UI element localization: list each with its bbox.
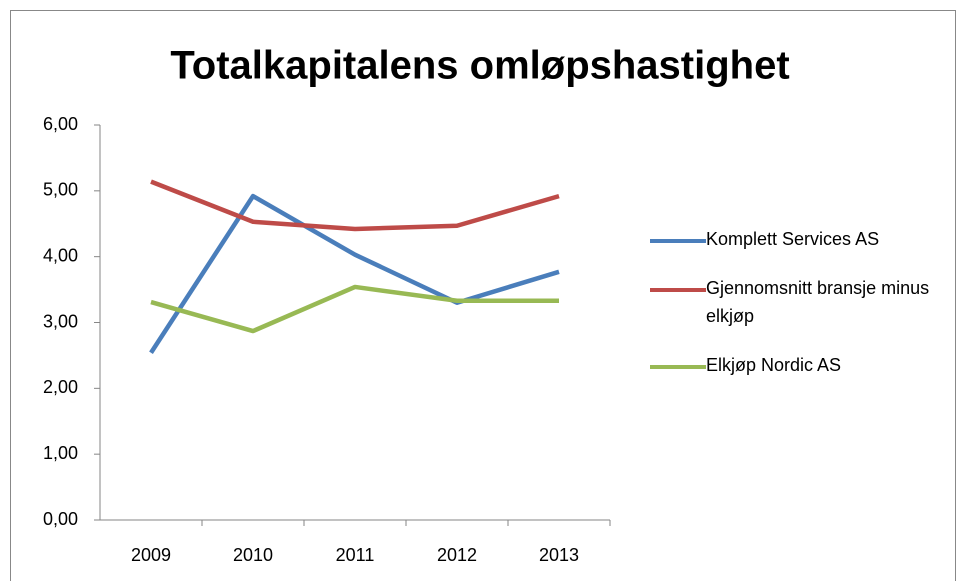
y-tick-label: 1,00 xyxy=(43,443,78,463)
y-tick-label: 6,00 xyxy=(43,114,78,134)
legend-swatch xyxy=(650,288,706,292)
x-tick-label: 2011 xyxy=(336,545,375,565)
x-tick-label: 2012 xyxy=(437,545,477,565)
y-tick-label: 2,00 xyxy=(43,377,78,397)
series-line xyxy=(150,179,560,232)
legend-item: Komplett Services AS xyxy=(650,229,940,253)
y-tick-label: 0,00 xyxy=(43,509,78,529)
x-tick-label: 2013 xyxy=(539,545,579,565)
series-line xyxy=(149,193,560,355)
chart-title: Totalkapitalens omløpshastighet xyxy=(170,44,789,88)
y-tick-label: 4,00 xyxy=(43,245,78,265)
series-line xyxy=(150,284,559,334)
y-tick-label: 5,00 xyxy=(43,180,78,200)
legend-label: Komplett Services AS xyxy=(706,229,880,249)
x-tick-label: 2010 xyxy=(233,545,273,565)
y-tick-label: 3,00 xyxy=(43,311,78,331)
legend-item: Gjennomsnitt bransje minus elkjøp xyxy=(650,278,940,330)
legend-item: Elkjøp Nordic AS xyxy=(650,355,940,379)
legend-label: Elkjøp Nordic AS xyxy=(706,355,842,375)
legend: Komplett Services AS Gjennomsnitt bransje… xyxy=(650,229,940,405)
legend-label: Gjennomsnitt bransje minus elkjøp xyxy=(706,278,930,326)
legend-swatch xyxy=(650,239,706,243)
legend-swatch xyxy=(650,365,706,369)
x-tick-label: 2009 xyxy=(131,545,171,565)
